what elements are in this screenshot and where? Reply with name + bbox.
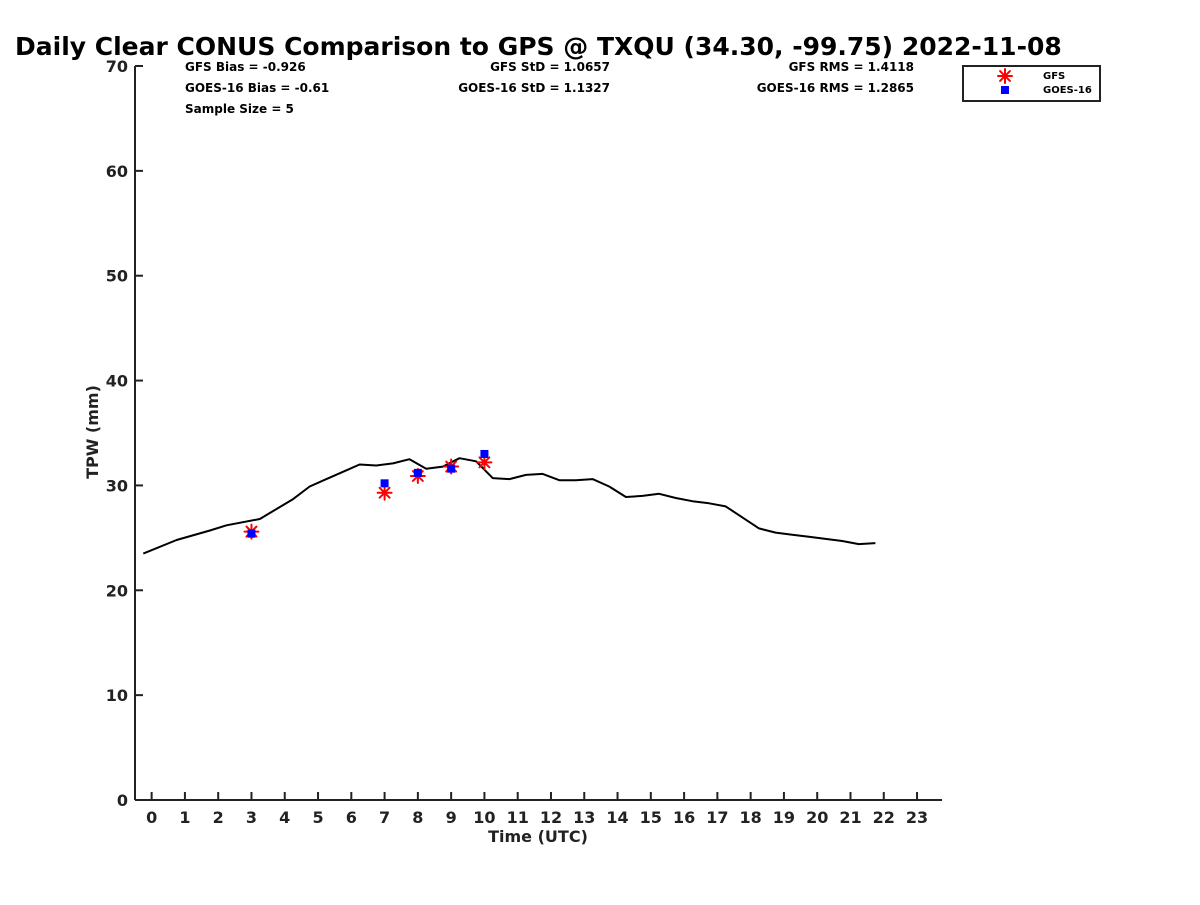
y-tick-label: 20 — [106, 581, 128, 600]
legend-gfs-marker — [997, 68, 1013, 84]
goes-16-point — [247, 529, 256, 538]
legend-goes-square — [1001, 86, 1009, 94]
gfs-point-strokes — [476, 454, 493, 471]
x-tick-label: 2 — [213, 808, 224, 827]
y-tick-label: 70 — [106, 57, 128, 76]
goes-std-text: GOES-16 StD = 1.1327 — [458, 81, 610, 95]
x-tick-label: 19 — [773, 808, 795, 827]
x-tick-label: 18 — [740, 808, 762, 827]
x-tick-label: 1 — [179, 808, 190, 827]
gfs-point — [376, 484, 393, 501]
legend-gfs-asterisk-strokes — [997, 68, 1013, 84]
gfs-rms-text: GFS RMS = 1.4118 — [789, 60, 914, 74]
gfs-std-text: GFS StD = 1.0657 — [490, 60, 610, 74]
x-tick-label: 16 — [673, 808, 695, 827]
goes-16-point — [380, 479, 389, 488]
x-tick-label: 13 — [573, 808, 595, 827]
x-tick-label: 0 — [146, 808, 157, 827]
x-tick-label: 12 — [540, 808, 562, 827]
legend: GFS GOES-16 — [962, 65, 1101, 102]
y-tick-label: 50 — [106, 267, 128, 286]
legend-box — [962, 65, 1101, 102]
chart-title: Daily Clear CONUS Comparison to GPS @ TX… — [15, 32, 1062, 61]
x-tick-label: 6 — [346, 808, 357, 827]
x-tick-label: 9 — [446, 808, 457, 827]
gfs-point-strokes — [376, 484, 393, 501]
x-tick-label: 20 — [806, 808, 828, 827]
x-tick-label: 10 — [473, 808, 495, 827]
x-axis-label: Time (UTC) — [488, 827, 588, 846]
x-tick-label: 21 — [839, 808, 861, 827]
x-tick-label: 4 — [279, 808, 290, 827]
x-tick-label: 3 — [246, 808, 257, 827]
goes-16-point — [480, 449, 489, 458]
legend-goes-marker — [1001, 86, 1009, 94]
x-tick-label: 11 — [507, 808, 529, 827]
x-tick-label: 22 — [873, 808, 895, 827]
x-tick-label: 7 — [379, 808, 390, 827]
goes-rms-text: GOES-16 RMS = 1.2865 — [757, 81, 914, 95]
goes-16-point — [413, 468, 422, 477]
gps-tpw-line — [142, 457, 876, 555]
legend-gfs-asterisk — [997, 68, 1013, 84]
x-tick-label: 8 — [412, 808, 423, 827]
y-axis-label: TPW (mm) — [83, 385, 102, 479]
goes-bias-text: GOES-16 Bias = -0.61 — [185, 81, 329, 95]
series-layer — [142, 449, 876, 555]
y-tick-label: 0 — [117, 791, 128, 810]
y-tick-label: 10 — [106, 686, 128, 705]
y-tick-label: 60 — [106, 162, 128, 181]
x-tick-label: 23 — [906, 808, 928, 827]
legend-gfs-label: GFS — [1043, 71, 1065, 82]
gfs-point — [476, 454, 493, 471]
goes-16-point — [447, 464, 456, 473]
x-tick-label: 5 — [312, 808, 323, 827]
x-tick-label: 17 — [706, 808, 728, 827]
sample-size-text: Sample Size = 5 — [185, 102, 294, 116]
x-tick-label: 15 — [640, 808, 662, 827]
y-tick-label: 30 — [106, 476, 128, 495]
x-axis-ticks: 0 1 2 3 4 5 6 7 8 9 10 11 12 13 14 15 16 17 18 19 20 21 22 23 — [146, 792, 928, 827]
x-tick-label: 14 — [606, 808, 628, 827]
y-tick-label: 40 — [106, 372, 128, 391]
legend-goes-label: GOES-16 — [1043, 85, 1092, 96]
gfs-bias-text: GFS Bias = -0.926 — [185, 60, 306, 74]
y-axis-ticks: 0 10 20 30 40 50 60 70 — [106, 57, 143, 810]
